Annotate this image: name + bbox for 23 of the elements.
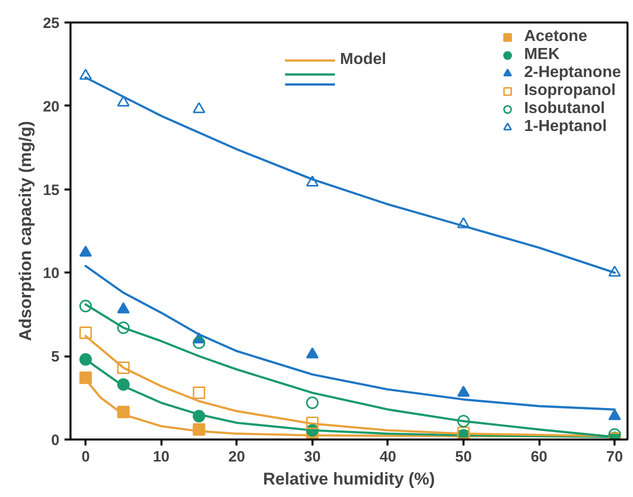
- y-tick-label: 25: [42, 15, 60, 32]
- y-tick-label: 5: [51, 348, 60, 366]
- legend-label: MEK: [524, 46, 560, 64]
- y-axis-title: Adsorption capacity (mg/g): [16, 120, 35, 342]
- x-tick-label: 0: [81, 448, 90, 466]
- x-axis-title: Relative humidity (%): [263, 470, 435, 488]
- legend-label: Isopropanol: [524, 82, 616, 100]
- x-tick-label: 70: [606, 448, 623, 466]
- legend-label: Isobutanol: [524, 100, 605, 118]
- legend-label: Model: [340, 51, 386, 69]
- legend-label: Acetone: [524, 28, 588, 46]
- x-tick-label: 40: [380, 448, 396, 466]
- legend-label: 1-Heptanol: [524, 118, 607, 136]
- y-tick-label: 15: [42, 182, 60, 199]
- x-tick-label: 10: [152, 448, 170, 466]
- x-tick-label: 30: [304, 448, 321, 466]
- y-tick-label: 20: [42, 98, 60, 116]
- x-tick-label: 20: [228, 448, 246, 466]
- x-tick-label: 60: [530, 448, 548, 466]
- legend-label: 2-Heptanone: [524, 64, 621, 82]
- y-tick-label: 10: [42, 265, 60, 282]
- y-tick-label: 0: [51, 432, 60, 449]
- x-tick-label: 50: [455, 448, 472, 466]
